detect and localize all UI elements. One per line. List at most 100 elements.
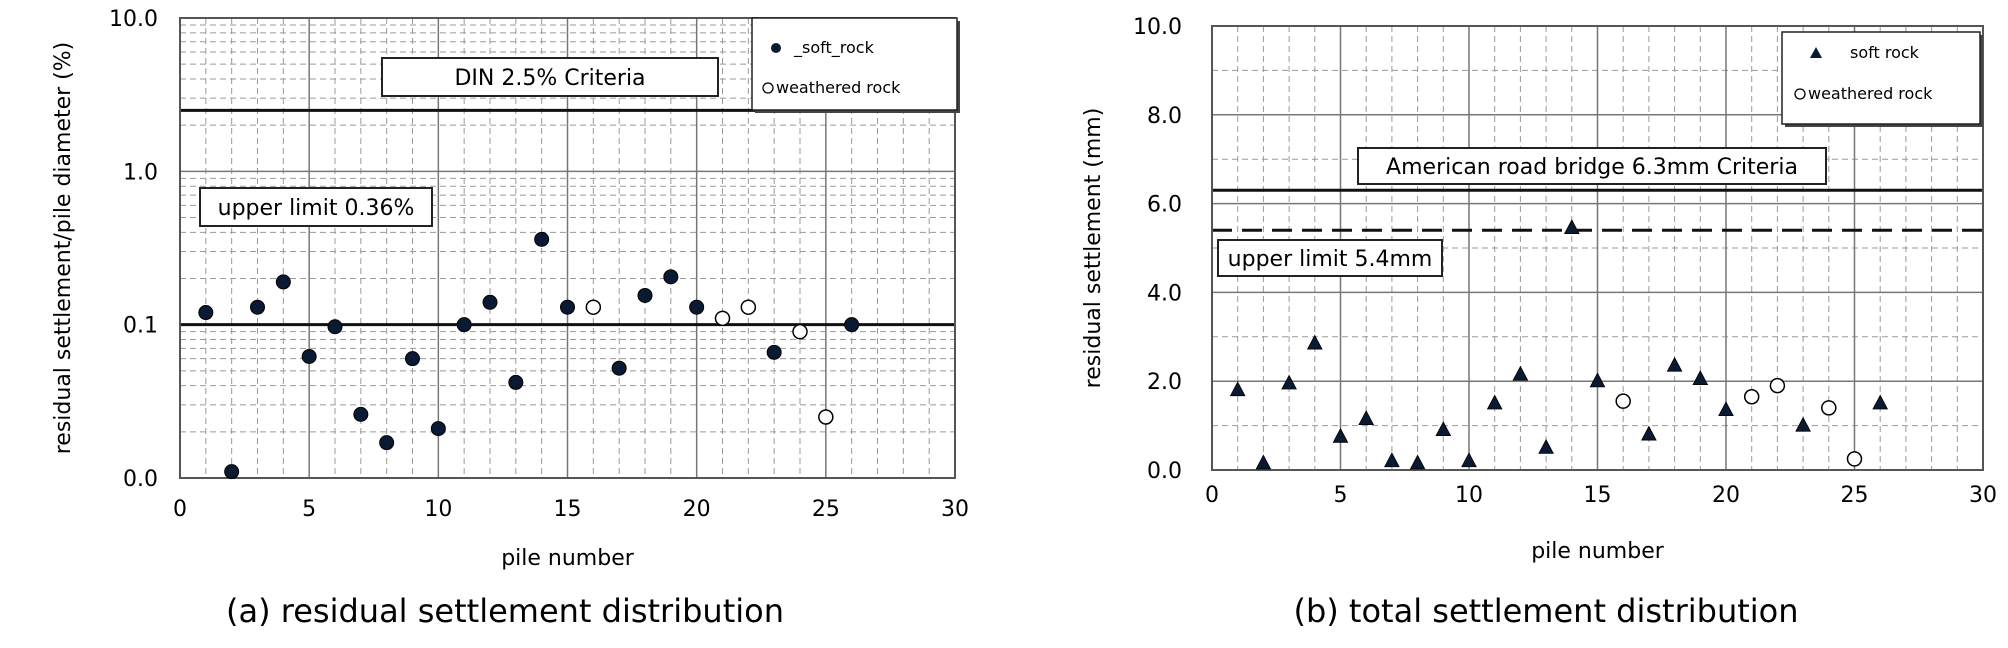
legend-label-weathered-rock: weathered rock [1808,84,1933,103]
data-point-soft-rock [1358,410,1375,425]
data-point-soft-rock [456,317,472,333]
caption-a: (a) residual settlement distribution [226,592,784,630]
x-tick-label: 5 [1334,483,1348,508]
y-tick-label: 4.0 [1147,281,1182,306]
data-point-soft-rock [327,319,343,335]
data-point-soft-rock [663,269,679,285]
y-tick-label: 10.0 [1133,15,1182,40]
x-tick-label: 0 [1205,483,1219,508]
american-criteria-box [1357,147,1827,185]
din-criteria-box [381,57,719,97]
x-tick-label: 10 [424,497,452,522]
data-point-soft-rock [1872,394,1889,410]
legend-marker-soft-rock [771,43,781,53]
din-criteria-label: DIN 2.5% Criteria [454,66,645,91]
y-tick-label: 1.0 [123,160,158,185]
data-point-weathered-rock [792,323,808,340]
upper-limit-box [199,187,433,227]
x-tick-label: 25 [1841,483,1869,508]
y-axis-label: residual settlement (mm) [1081,108,1106,389]
legend-marker-weathered-rock [762,82,774,94]
data-point-soft-rock [534,231,550,247]
data-point-soft-rock [1409,454,1426,470]
data-point-soft-rock [1384,452,1400,468]
data-point-soft-rock [1281,374,1297,390]
data-point-soft-rock [1486,394,1503,410]
data-point-soft-rock [482,294,498,310]
legend-box [1781,31,1981,125]
data-point-soft-rock [637,287,653,303]
data-point-weathered-rock [740,299,757,315]
x-tick-label: 10 [1455,483,1483,508]
caption-b: (b) total settlement distribution [1293,592,1798,630]
plot-frame [1211,25,1984,471]
x-tick-label: 0 [173,497,187,522]
legend-box [751,17,958,111]
data-point-soft-rock [844,317,860,333]
data-point-soft-rock [1255,454,1272,470]
y-tick-label: 8.0 [1147,104,1182,129]
data-point-soft-rock [1512,365,1529,381]
y-tick-label: 6.0 [1147,193,1182,218]
data-point-soft-rock [766,344,782,360]
data-point-soft-rock [1461,452,1477,468]
x-tick-label: 30 [1969,483,1997,508]
upper-limit-label: upper limit 0.36% [218,196,415,221]
data-point-weathered-rock [1846,451,1863,467]
x-tick-label: 25 [812,497,840,522]
american-criteria-label: American road bridge 6.3mm Criteria [1386,155,1798,180]
legend-label-soft-rock: _soft_rock [793,38,875,58]
legend-label-soft-rock: soft rock [1850,43,1920,62]
data-point-soft-rock [353,406,369,422]
y-axis-label: residual settlement/pile diameter (%) [51,42,76,455]
data-point-weathered-rock [1821,400,1837,416]
y-tick-label: 0.1 [123,314,158,339]
data-point-soft-rock [1795,416,1811,432]
x-tick-label: 30 [941,497,969,522]
x-tick-label: 15 [554,497,582,522]
y-tick-label: 2.0 [1147,370,1182,395]
x-tick-label: 20 [683,497,711,522]
data-point-soft-rock [1538,438,1554,454]
data-point-soft-rock [1641,425,1657,441]
y-tick-label: 0.0 [1147,459,1182,484]
x-tick-label: 15 [1584,483,1612,508]
data-point-soft-rock [405,351,420,367]
data-point-soft-rock [1718,401,1734,417]
x-axis-label: pile number [501,546,635,571]
data-point-soft-rock [430,421,446,437]
data-point-soft-rock [224,464,240,480]
data-point-soft-rock [379,435,395,451]
data-point-soft-rock [198,305,214,321]
data-point-soft-rock [611,360,627,376]
x-tick-label: 20 [1712,483,1740,508]
upper-limit-label: upper limit 5.4mm [1228,247,1433,272]
data-point-soft-rock [689,299,705,315]
data-point-soft-rock [508,374,524,390]
data-point-soft-rock [1563,219,1580,235]
y-tick-label: 10.0 [109,7,158,32]
legend-marker-soft-rock [1810,47,1822,58]
data-point-soft-rock [250,299,265,315]
x-axis-label: pile number [1531,539,1665,564]
chart-residual-settlement: DIN 2.5% Criteria upper limit 0.36% 0 5 10 15… [51,7,969,630]
data-point-soft-rock [1589,372,1606,388]
data-point-soft-rock [1229,381,1246,397]
data-point-soft-rock [1435,421,1452,437]
data-point-weathered-rock [585,299,602,315]
data-point-soft-rock [1306,334,1323,350]
data-point-soft-rock [560,299,575,315]
y-tick-label: 0.0 [123,467,158,492]
legend-marker-weathered-rock [1794,88,1806,100]
upper-limit-box [1217,239,1443,277]
data-point-weathered-rock [818,409,834,425]
data-point-soft-rock [1692,370,1709,385]
data-point-soft-rock [1332,427,1349,443]
legend-label-weathered-rock: weathered rock [776,78,901,97]
data-point-weathered-rock [714,310,731,327]
plot-frame [179,17,956,479]
data-point-weathered-rock [1615,393,1631,409]
data-point-soft-rock [301,348,317,364]
chart-total-settlement: American road bridge 6.3mm Criteria upper… [1081,15,1997,630]
